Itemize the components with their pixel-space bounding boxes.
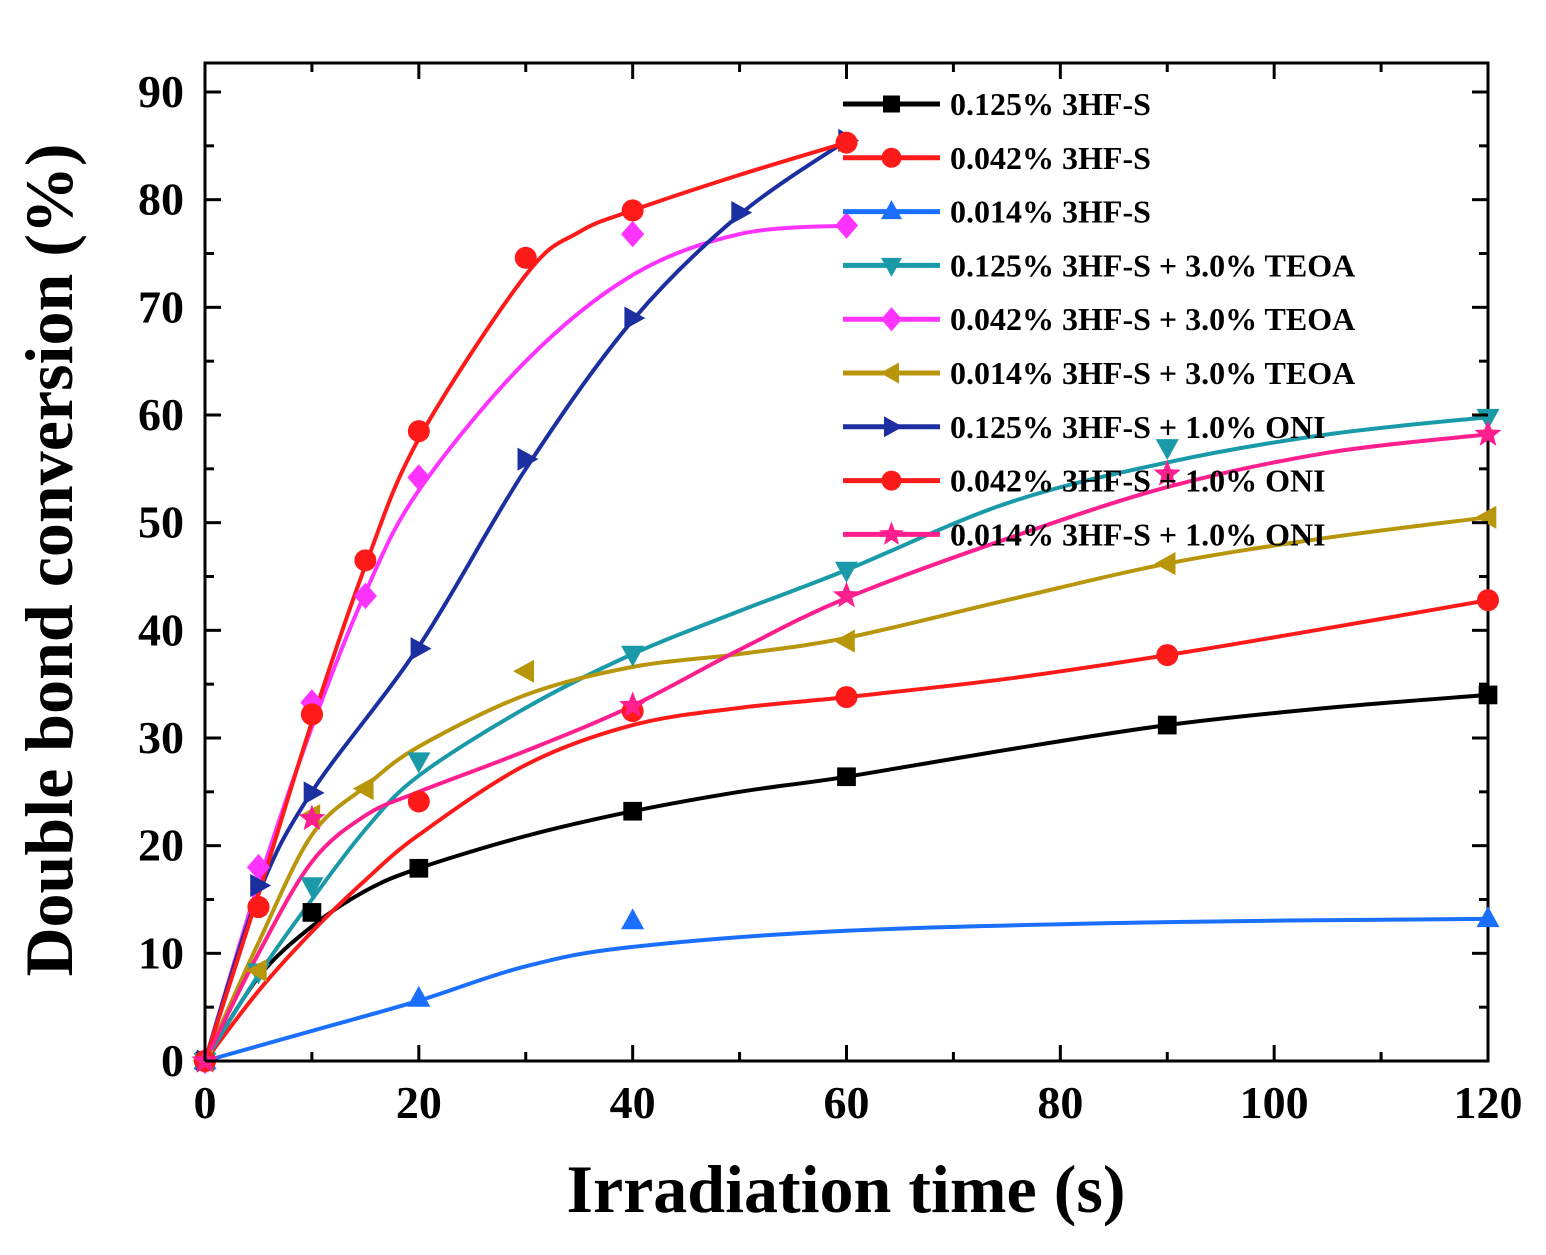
legend-marker-2 <box>881 147 902 168</box>
y-tick-label-30: 30 <box>138 712 184 763</box>
data-point-s3-3 <box>621 908 645 930</box>
data-point-s1-6 <box>1157 715 1177 735</box>
x-tick-label-80: 80 <box>1037 1077 1083 1128</box>
y-tick-label-90: 90 <box>138 66 184 117</box>
data-point-s6-6 <box>833 629 855 653</box>
legend: 0.125% 3HF-S 0.042% 3HF-S 0.014% 3HF-S 0.12… <box>843 86 1355 552</box>
data-point-s5-7 <box>835 212 858 239</box>
legend-marker-8 <box>881 470 902 491</box>
data-point-s2-7 <box>1156 644 1179 667</box>
data-point-s9-5 <box>1153 459 1181 486</box>
data-point-s1-2 <box>302 903 322 922</box>
data-point-s6-4 <box>352 777 374 801</box>
axis-ticks <box>203 63 1490 1063</box>
data-point-s1-7 <box>1478 685 1498 705</box>
y-tick-label-10: 10 <box>138 927 184 978</box>
data-point-s7-6 <box>624 306 646 330</box>
data-point-s3-4 <box>1476 906 1500 928</box>
data-point-s2-8 <box>1477 589 1499 612</box>
data-point-s9-6 <box>1474 420 1502 446</box>
series-line-8 <box>203 140 849 1063</box>
data-point-s8-8 <box>835 131 858 154</box>
data-point-s9-2 <box>298 804 326 831</box>
legend-label-2: 0.042% 3HF-S <box>950 140 1151 176</box>
data-point-s7-4 <box>410 637 432 661</box>
data-point-s4-6 <box>835 561 858 583</box>
series-line-9 <box>203 432 1490 1063</box>
x-tick-label-0: 0 <box>194 1077 217 1128</box>
data-point-s2-4 <box>407 790 430 813</box>
data-point-s6-2 <box>245 959 267 983</box>
data-point-s7-3 <box>303 781 325 805</box>
legend-marker-5 <box>881 307 902 332</box>
data-point-s1-3 <box>409 858 429 878</box>
data-point-s5-6 <box>621 220 645 248</box>
legend-label-6: 0.014% 3HF-S + 3.0% TEOA <box>950 355 1355 391</box>
data-point-s7-5 <box>517 447 539 471</box>
x-axis-title: Irradiation time (s) <box>566 1151 1125 1227</box>
data-point-s8-2 <box>247 896 270 919</box>
x-tick-label-20: 20 <box>396 1077 442 1128</box>
legend-marker-1 <box>883 95 900 113</box>
series-line-6 <box>203 515 1490 1063</box>
data-point-s6-8 <box>1475 505 1497 529</box>
series-line-4 <box>203 415 1490 1063</box>
legend-label-7: 0.125% 3HF-S + 1.0% ONI <box>950 409 1326 445</box>
data-point-s3-2 <box>407 985 431 1007</box>
y-tick-labels: 0 10 20 30 40 50 60 70 80 90 <box>138 66 184 1086</box>
legend-marker-3 <box>881 200 902 220</box>
x-tick-label-100: 100 <box>1240 1077 1309 1128</box>
y-tick-label-70: 70 <box>138 281 184 332</box>
data-point-s4-3 <box>300 877 324 899</box>
legend-label-5: 0.042% 3HF-S + 3.0% TEOA <box>950 301 1355 337</box>
y-tick-label-80: 80 <box>138 174 184 225</box>
data-point-s5-4 <box>353 582 377 610</box>
data-point-s5-2 <box>246 854 270 881</box>
data-point-s8-4 <box>354 549 377 572</box>
y-tick-label-60: 60 <box>138 389 184 440</box>
series-line-7 <box>203 138 849 1063</box>
legend-marker-7 <box>884 416 903 438</box>
legend-label-4: 0.125% 3HF-S + 3.0% TEOA <box>950 247 1355 283</box>
legend-marker-4 <box>881 257 902 277</box>
legend-label-8: 0.042% 3HF-S + 1.0% ONI <box>950 463 1326 499</box>
series-line-3 <box>203 916 1490 1063</box>
y-tick-label-0: 0 <box>161 1035 184 1086</box>
legend-label-9: 0.014% 3HF-S + 1.0% ONI <box>950 516 1326 552</box>
data-point-s1-4 <box>623 801 643 821</box>
y-axis-title: Double bond conversion (%) <box>11 143 87 976</box>
x-tick-label-60: 60 <box>824 1077 870 1128</box>
x-tick-label-40: 40 <box>610 1077 656 1128</box>
data-point-s8-5 <box>407 420 430 443</box>
x-tick-label-120: 120 <box>1454 1077 1523 1128</box>
data-point-s4-5 <box>621 645 645 667</box>
data-point-s5-5 <box>407 464 431 491</box>
data-point-s6-5 <box>513 659 534 683</box>
data-point-s9-3 <box>619 691 647 718</box>
series-line-2 <box>203 598 1490 1063</box>
series-line-5 <box>203 223 849 1063</box>
y-tick-label-50: 50 <box>138 497 184 548</box>
data-point-s8-7 <box>621 199 644 222</box>
data-point-s4-7 <box>1155 439 1179 460</box>
data-point-s2-6 <box>835 686 858 709</box>
y-tick-label-40: 40 <box>138 604 184 655</box>
x-tick-labels: 0 20 40 60 80 100 120 <box>194 1077 1523 1128</box>
series-curves <box>203 138 1490 1063</box>
data-point-s6-7 <box>1154 552 1176 576</box>
data-point-s7-7 <box>731 201 753 225</box>
legend-marker-9 <box>879 521 904 545</box>
y-tick-label-20: 20 <box>138 820 184 871</box>
data-point-s4-4 <box>407 752 431 774</box>
data-point-s8-3 <box>300 703 323 726</box>
legend-label-1: 0.125% 3HF-S <box>950 86 1151 122</box>
series-markers <box>191 128 1502 1075</box>
data-point-s9-4 <box>832 581 861 608</box>
data-point-s8-6 <box>514 246 537 269</box>
data-point-s1-5 <box>837 767 856 787</box>
legend-marker-6 <box>880 362 899 384</box>
data-point-s7-2 <box>250 874 272 898</box>
legend-label-3: 0.014% 3HF-S <box>950 194 1151 230</box>
